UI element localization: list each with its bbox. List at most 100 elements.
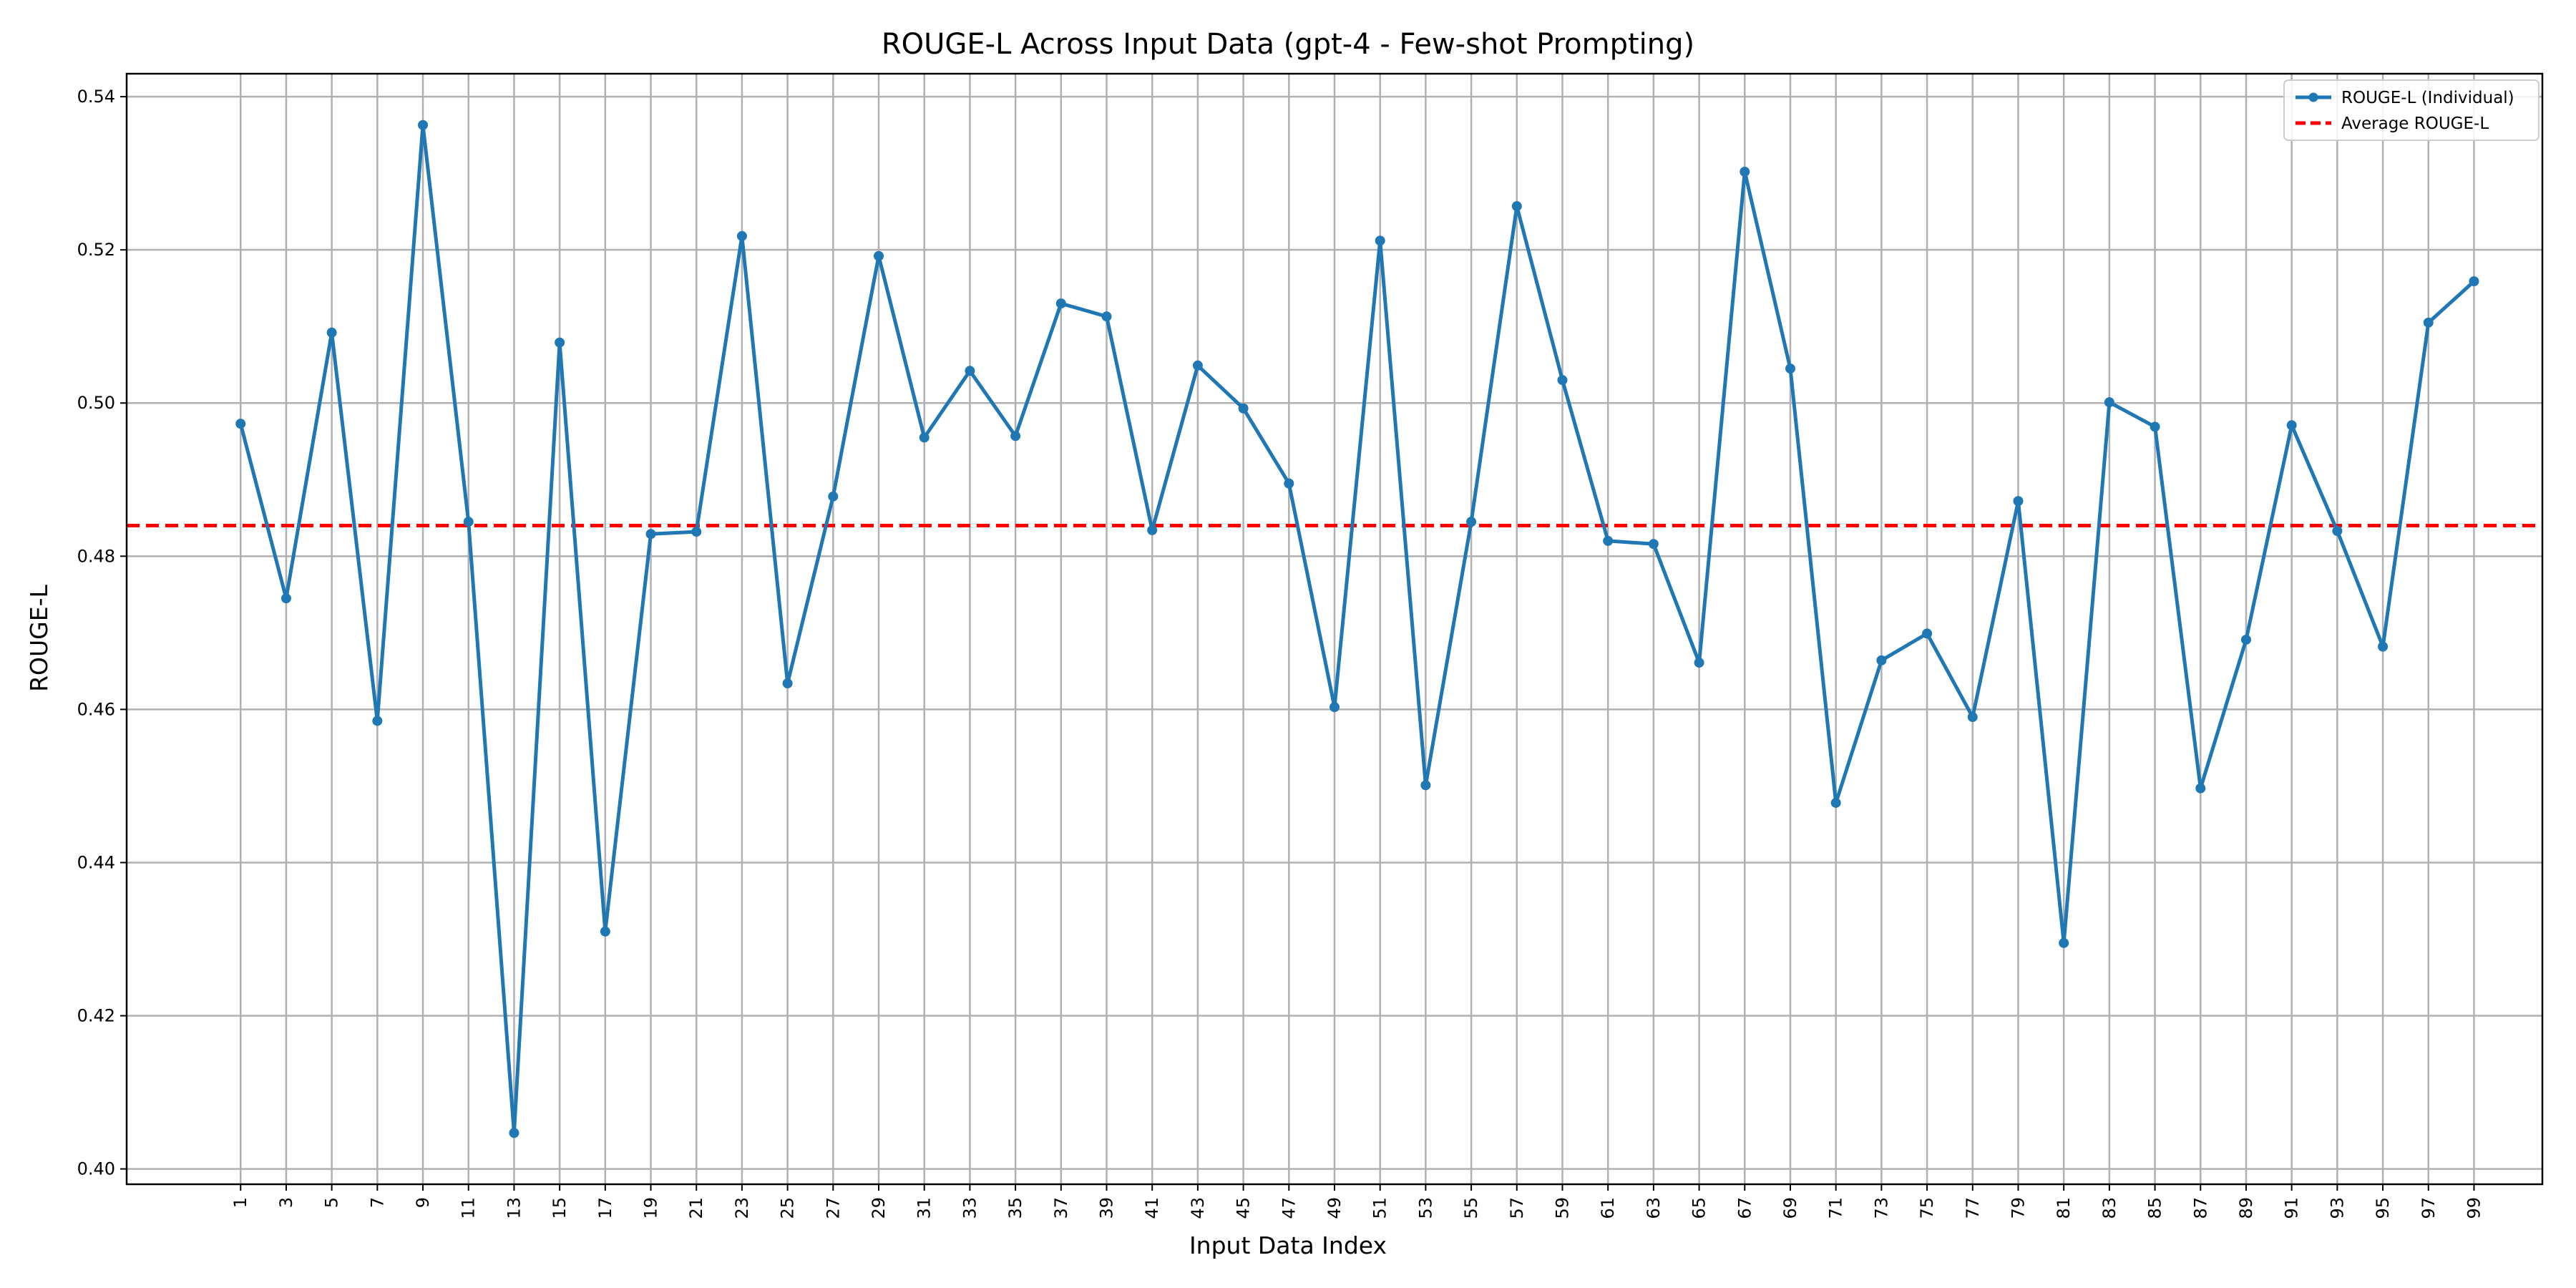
data-point [1740,167,1750,177]
x-tick-label: 85 [2145,1197,2165,1219]
x-tick-label: 59 [1552,1197,1572,1219]
data-point [1557,375,1568,386]
data-point [600,926,610,937]
legend-label-average: Average ROUGE-L [2341,114,2489,133]
data-point [2195,783,2206,794]
data-point [2332,525,2343,536]
data-point [1511,201,1522,212]
x-tick-label: 89 [2236,1197,2256,1219]
x-tick-label: 43 [1188,1197,1208,1219]
x-tick-label: 9 [413,1197,433,1208]
chart-title: ROUGE-L Across Input Data (gpt-4 - Few-s… [882,28,1694,61]
x-tick-label: 13 [504,1197,524,1219]
x-tick-label: 91 [2282,1197,2302,1219]
y-tick-label: 0.54 [77,87,115,107]
x-tick-label: 31 [914,1197,935,1219]
x-tick-label: 29 [869,1197,889,1219]
x-tick-label: 87 [2190,1197,2210,1219]
x-tick-label: 67 [1735,1197,1755,1219]
x-tick-label: 65 [1689,1197,1709,1219]
x-tick-label: 63 [1644,1197,1664,1219]
data-point [2013,496,2024,507]
data-point [1420,780,1431,791]
data-point [1375,235,1385,246]
x-tick-label: 55 [1461,1197,1481,1219]
legend-label-individual: ROUGE-L (Individual) [2341,89,2514,107]
x-tick-label: 27 [823,1197,843,1219]
x-tick-label: 47 [1279,1197,1299,1219]
data-point [965,366,975,376]
data-point [919,432,930,443]
x-tick-label: 41 [1142,1197,1162,1219]
data-point [1876,655,1887,665]
legend: ROUGE-L (Individual) Average ROUGE-L [2283,79,2540,141]
x-tick-label: 39 [1097,1197,1117,1219]
x-tick-label: 73 [1871,1197,1891,1219]
x-tick-label: 83 [2099,1197,2119,1219]
x-tick-label: 1 [230,1197,250,1208]
data-point [1147,525,1158,535]
data-point [645,529,656,540]
data-point [1922,628,1933,639]
series-layer [235,119,2479,1138]
x-tick-label: 79 [2008,1197,2028,1219]
data-point [2240,634,2251,645]
x-axis-ticks: 1 3 5 7 9 11 13 15 17 19 21 23 25 27 29 31 33 35 37 39 41 43 4… [230,1184,2484,1219]
data-point [2378,641,2389,652]
y-axis-label: ROUGE-L [25,585,53,692]
legend-marker-individual [2308,92,2318,102]
x-tick-label: 25 [778,1197,798,1219]
x-tick-label: 5 [322,1197,342,1208]
x-tick-label: 3 [276,1197,296,1208]
y-tick-label: 0.46 [77,699,115,719]
x-tick-label: 15 [550,1197,570,1219]
data-point [1694,658,1704,668]
x-tick-label: 69 [1780,1197,1800,1219]
data-point [691,527,702,537]
y-tick-label: 0.40 [77,1159,115,1179]
data-point [1284,478,1294,489]
x-tick-label: 19 [641,1197,661,1219]
x-tick-label: 21 [686,1197,706,1219]
data-point [463,517,474,527]
x-tick-label: 49 [1324,1197,1345,1219]
x-tick-label: 71 [1826,1197,1846,1219]
x-tick-label: 33 [960,1197,980,1219]
data-point [1101,311,1112,322]
x-tick-label: 7 [367,1197,387,1208]
data-point [2469,276,2479,287]
x-axis-label: Input Data Index [1189,1231,1387,1259]
data-point [828,491,839,502]
x-tick-label: 93 [2327,1197,2347,1219]
y-tick-label: 0.44 [77,852,115,872]
y-tick-label: 0.50 [77,393,115,413]
x-tick-label: 51 [1370,1197,1390,1219]
data-point [874,250,884,261]
y-tick-label: 0.52 [77,240,115,260]
data-point [1192,360,1203,371]
x-tick-label: 97 [2419,1197,2439,1219]
x-tick-label: 17 [595,1197,615,1219]
data-point [1010,431,1021,441]
data-point [1238,403,1249,414]
y-tick-label: 0.42 [77,1006,115,1026]
data-point [1785,364,1795,374]
data-point [235,419,246,429]
rouge-l-individual-line [238,123,2476,1135]
x-tick-label: 53 [1415,1197,1435,1219]
data-point [509,1128,519,1138]
x-tick-label: 77 [1963,1197,1983,1219]
data-point [1055,298,1066,309]
data-point [1967,712,1978,723]
x-tick-label: 11 [459,1197,479,1219]
data-point [418,119,429,130]
data-point [1330,702,1340,713]
x-tick-label: 61 [1598,1197,1618,1219]
data-point [2423,317,2434,328]
data-point [372,716,383,726]
data-point [1830,797,1841,808]
data-point [555,337,565,348]
y-axis-ticks: 0.40 0.42 0.44 0.46 0.48 0.50 0.52 0.54 [77,87,127,1179]
data-point [2104,397,2114,408]
